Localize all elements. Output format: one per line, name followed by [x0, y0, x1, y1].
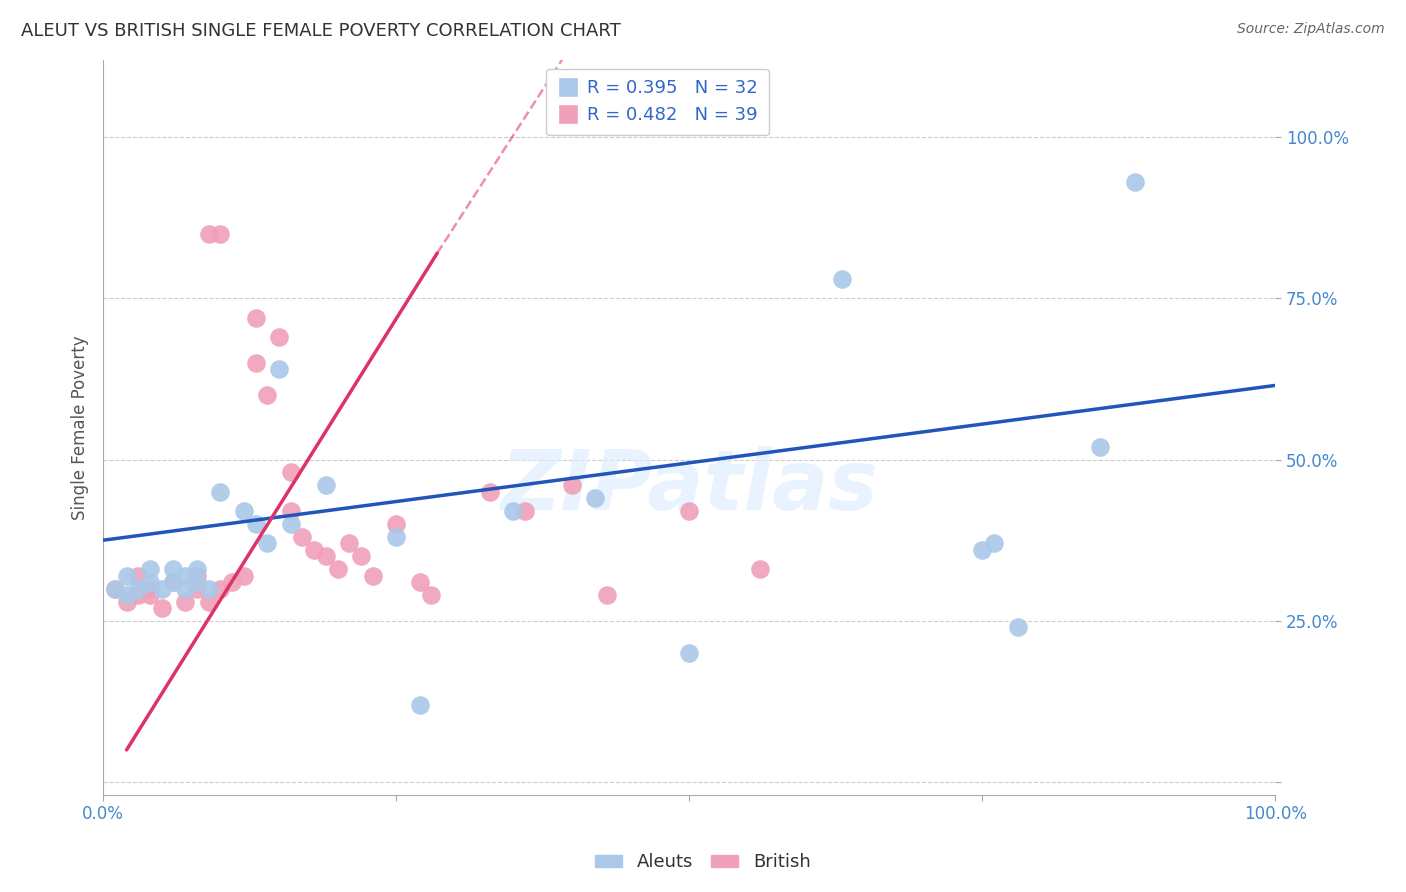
- Point: [280, 504, 302, 518]
- Point: [186, 568, 208, 582]
- Point: [337, 536, 360, 550]
- Point: [408, 698, 430, 712]
- Point: [162, 575, 184, 590]
- Point: [186, 575, 208, 590]
- Point: [983, 536, 1005, 550]
- Point: [104, 582, 127, 596]
- Y-axis label: Single Female Poverty: Single Female Poverty: [72, 335, 89, 520]
- Point: [385, 530, 408, 544]
- Point: [478, 484, 501, 499]
- Text: ZIPatlas: ZIPatlas: [501, 446, 879, 526]
- Point: [139, 588, 162, 602]
- Point: [186, 582, 208, 596]
- Point: [561, 478, 583, 492]
- Point: [280, 517, 302, 532]
- Text: ALEUT VS BRITISH SINGLE FEMALE POVERTY CORRELATION CHART: ALEUT VS BRITISH SINGLE FEMALE POVERTY C…: [21, 22, 621, 40]
- Point: [150, 582, 173, 596]
- Point: [361, 568, 384, 582]
- Point: [174, 594, 197, 608]
- Point: [515, 504, 537, 518]
- Point: [267, 330, 290, 344]
- Point: [127, 588, 149, 602]
- Point: [291, 530, 314, 544]
- Point: [245, 356, 267, 370]
- Point: [502, 504, 524, 518]
- Point: [385, 517, 408, 532]
- Point: [326, 562, 349, 576]
- Point: [174, 568, 197, 582]
- Point: [245, 310, 267, 325]
- Legend: Aleuts, British: Aleuts, British: [588, 847, 818, 879]
- Point: [420, 588, 443, 602]
- Point: [315, 478, 337, 492]
- Legend: R = 0.395   N = 32, R = 0.482   N = 39: R = 0.395 N = 32, R = 0.482 N = 39: [546, 69, 769, 136]
- Point: [221, 575, 243, 590]
- Point: [1007, 620, 1029, 634]
- Point: [139, 575, 162, 590]
- Point: [315, 549, 337, 564]
- Point: [748, 562, 770, 576]
- Point: [115, 568, 138, 582]
- Point: [232, 568, 254, 582]
- Point: [174, 582, 197, 596]
- Point: [197, 594, 219, 608]
- Point: [1088, 440, 1111, 454]
- Point: [350, 549, 373, 564]
- Point: [245, 517, 267, 532]
- Point: [232, 504, 254, 518]
- Point: [104, 582, 127, 596]
- Text: Source: ZipAtlas.com: Source: ZipAtlas.com: [1237, 22, 1385, 37]
- Point: [678, 646, 700, 660]
- Point: [115, 594, 138, 608]
- Point: [1123, 175, 1146, 189]
- Point: [139, 582, 162, 596]
- Point: [209, 582, 232, 596]
- Point: [150, 601, 173, 615]
- Point: [678, 504, 700, 518]
- Point: [302, 542, 325, 557]
- Point: [139, 562, 162, 576]
- Point: [209, 484, 232, 499]
- Point: [596, 588, 619, 602]
- Point: [280, 466, 302, 480]
- Point: [197, 227, 219, 241]
- Point: [115, 588, 138, 602]
- Point: [162, 562, 184, 576]
- Point: [127, 582, 149, 596]
- Point: [209, 227, 232, 241]
- Point: [186, 562, 208, 576]
- Point: [267, 362, 290, 376]
- Point: [162, 575, 184, 590]
- Point: [197, 582, 219, 596]
- Point: [831, 272, 853, 286]
- Point: [256, 388, 278, 402]
- Point: [256, 536, 278, 550]
- Point: [972, 542, 994, 557]
- Point: [585, 491, 607, 506]
- Point: [408, 575, 430, 590]
- Point: [127, 568, 149, 582]
